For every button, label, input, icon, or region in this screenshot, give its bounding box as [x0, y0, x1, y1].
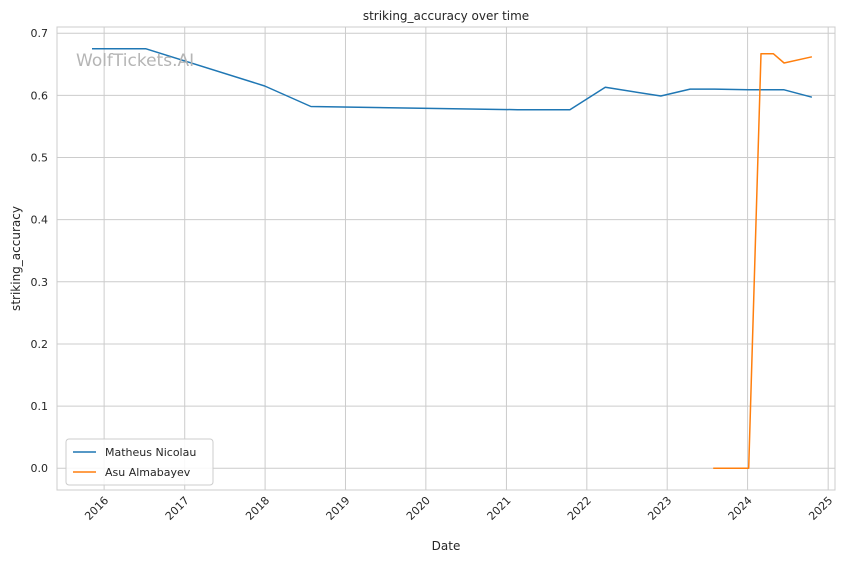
x-axis-title: Date [432, 539, 461, 553]
series-line-1 [92, 48, 813, 111]
legend: Matheus Nicolau Asu Almabayev [65, 438, 214, 486]
y-tick-label: 0.0 [31, 462, 49, 475]
y-tick-label: 0.2 [31, 338, 49, 351]
series-lines [92, 48, 813, 469]
y-tick-label: 0.4 [31, 214, 49, 227]
grid-lines [57, 27, 835, 490]
legend-label-series-1: Matheus Nicolau [105, 446, 196, 459]
y-tick-label: 0.1 [31, 400, 49, 413]
watermark-text: WolfTickets.AI [76, 51, 194, 71]
y-axis-title: striking_accuracy [9, 206, 23, 311]
plot-area-frame [56, 26, 836, 491]
series-line-2 [713, 52, 813, 469]
y-tick-label: 0.5 [31, 152, 49, 165]
chart-title: striking_accuracy over time [363, 9, 529, 23]
legend-label-series-2: Asu Almabayev [105, 466, 191, 479]
y-tick-label: 0.6 [31, 89, 49, 102]
y-tick-label: 0.3 [31, 276, 49, 289]
y-tick-label: 0.7 [31, 27, 49, 40]
legend-box [65, 438, 214, 486]
